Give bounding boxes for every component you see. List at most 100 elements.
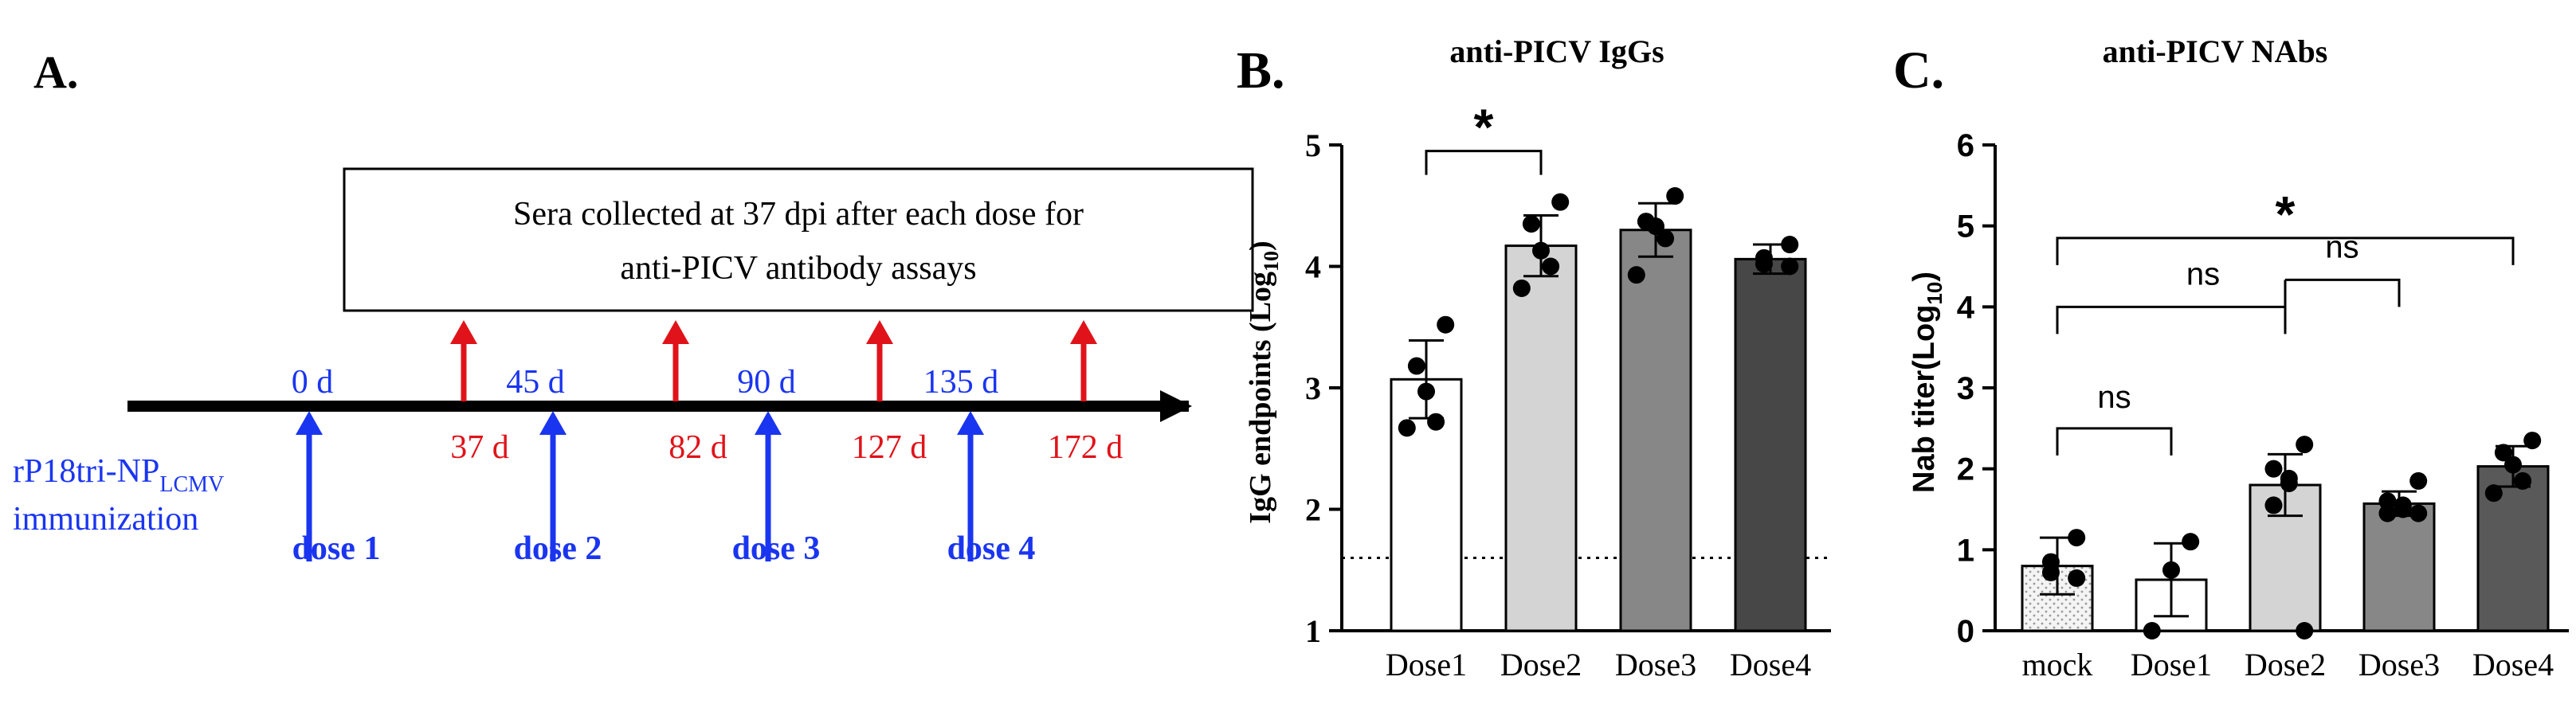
dose-4-arrow [957, 411, 984, 561]
y-tick-label: 1 [1305, 613, 1321, 649]
y-tick-label: 3 [1957, 371, 1974, 406]
y-tick-label: 4 [1957, 290, 1975, 325]
significance-2: ns ns [2056, 229, 2401, 334]
y-tick-label: 1 [1957, 533, 1974, 568]
point-Dose2 [2296, 622, 2314, 640]
chart-b: 1 2 3 4 5 Dose1 Dose2 Dose3 Dose4 * [1305, 99, 1831, 683]
x-tick-label-Dose4: Dose4 [2472, 647, 2554, 683]
point-Dose2 [2296, 436, 2314, 454]
point-Dose3 [1657, 229, 1675, 248]
point-Dose1 [2162, 561, 2180, 579]
dose-4-label: dose 4 [947, 530, 1036, 567]
x-tick-label-Dose3: Dose3 [2358, 647, 2440, 683]
point-Dose1 [2182, 533, 2200, 551]
collection-3-arrow [866, 320, 893, 401]
x-tick-label-Dose2: Dose2 [1500, 647, 1582, 683]
y-tick-label: 4 [1305, 249, 1321, 285]
point-Dose2 [1512, 279, 1531, 297]
panel-b: B. anti-PICV IgGs IgG endpoints (Log10) … [1237, 33, 1831, 683]
point-Dose3 [1647, 217, 1664, 236]
y-tick-label: 2 [1957, 452, 1974, 487]
panel-a: A. Sera collected at 37 dpi after each d… [13, 46, 1254, 567]
point-Dose2 [1522, 215, 1540, 233]
dose-1-arrow-head [296, 411, 323, 435]
point-Dose1 [1398, 419, 1416, 437]
point-Dose3 [2409, 471, 2428, 490]
significance-label: ns [2097, 380, 2131, 415]
bar-Dose4 [1734, 257, 1807, 632]
collection-2-arrow [662, 320, 689, 401]
point-Dose4 [1755, 255, 1773, 273]
panel-c: C. anti-PICV NAbs Nab titer(Log10) 0 1 2 3 4… [1893, 33, 2569, 683]
y-tick-label: 3 [1305, 370, 1321, 406]
y-tick-label: 0 [1957, 614, 1974, 649]
timeline-marks: 0 d dose 1 45 d dose 2 90 d dose 3 135 d dose 4… [292, 320, 1123, 567]
point-Dose2 [1542, 257, 1560, 276]
x-tick-label-Dose1: Dose1 [2131, 647, 2212, 683]
dose-3-label: dose 3 [732, 530, 821, 567]
dose-2-day: 45 d [506, 364, 565, 401]
vaccine-label: rP18tri-NPLCMV [13, 453, 224, 497]
point-Dose4 [2484, 484, 2503, 503]
significance-label: ns [2325, 229, 2358, 264]
point-Dose2 [1551, 193, 1570, 211]
point-Dose2 [2264, 460, 2283, 478]
collection-1-day: 37 d [450, 429, 509, 466]
point-Dose3 [2378, 492, 2397, 510]
significance-1: ns [2056, 380, 2173, 456]
significance-bracket [2056, 427, 2173, 456]
point-Dose3 [2394, 500, 2412, 518]
bar-Dose3 [1619, 229, 1692, 632]
y-tick-label: 6 [1957, 128, 1974, 163]
y-tick-label: 5 [1957, 209, 1974, 244]
x-tick-label-Dose1: Dose1 [1386, 647, 1467, 683]
immunization-label: immunization [13, 501, 198, 538]
dose-1-arrow [296, 411, 323, 561]
collection-2-arrow-head [662, 320, 689, 344]
chart-b-title: anti-PICV IgGs [1449, 33, 1664, 69]
chart-c-title: anti-PICV NAbs [2103, 33, 2328, 69]
significance-label: ns [2186, 256, 2220, 291]
point-Dose1 [1417, 382, 1435, 401]
dose-2-label: dose 2 [514, 530, 602, 567]
point-Dose4 [2514, 471, 2532, 490]
point-mock [2068, 569, 2086, 587]
x-tick-label-Dose3: Dose3 [1615, 647, 1696, 683]
dose-3-arrow-head [755, 411, 782, 435]
significance-3: * [2056, 186, 2515, 265]
chart-c: 0 1 2 3 4 5 6 mock Dose1 Dose2 Dose3 Dose4 ns ns ns * [1957, 128, 2569, 683]
collection-3-arrow-head [866, 320, 893, 344]
collection-4-arrow-head [1070, 320, 1097, 344]
significance-1: * [1425, 99, 1543, 175]
chart-c-y-label: Nab titer(Log10) [1907, 272, 1947, 493]
point-Dose1 [2143, 622, 2161, 640]
point-Dose4 [1781, 257, 1799, 276]
dose-2-arrow [539, 411, 567, 561]
dose-1-label: dose 1 [292, 530, 381, 567]
dose-3-day: 90 d [737, 364, 796, 401]
point-Dose4 [2523, 432, 2542, 450]
y-tick-label: 2 [1305, 492, 1321, 528]
x-tick-label-Dose4: Dose4 [1730, 647, 1811, 683]
collection-2-day: 82 d [669, 429, 727, 466]
point-Dose1 [1427, 413, 1445, 431]
collection-4-arrow [1070, 320, 1097, 401]
x-tick-label-mock: mock [2022, 647, 2093, 683]
panel-a-label: A. [33, 46, 78, 98]
dose-1-day: 0 d [292, 364, 334, 401]
significance-label: * [1474, 99, 1494, 156]
point-mock [2068, 529, 2086, 547]
point-Dose1 [1407, 357, 1425, 375]
dose-3-arrow [755, 411, 782, 561]
collection-4-day: 172 d [1048, 429, 1123, 466]
x-tick-label-Dose2: Dose2 [2245, 647, 2326, 683]
point-Dose4 [1781, 236, 1799, 254]
dose-4-day: 135 d [923, 364, 999, 401]
y-tick-label: 5 [1305, 127, 1321, 163]
point-mock [2041, 563, 2060, 581]
point-Dose2 [2280, 474, 2298, 492]
point-Dose4 [2494, 444, 2512, 462]
bar-Dose2 [1504, 244, 1578, 632]
point-Dose3 [1666, 187, 1684, 205]
